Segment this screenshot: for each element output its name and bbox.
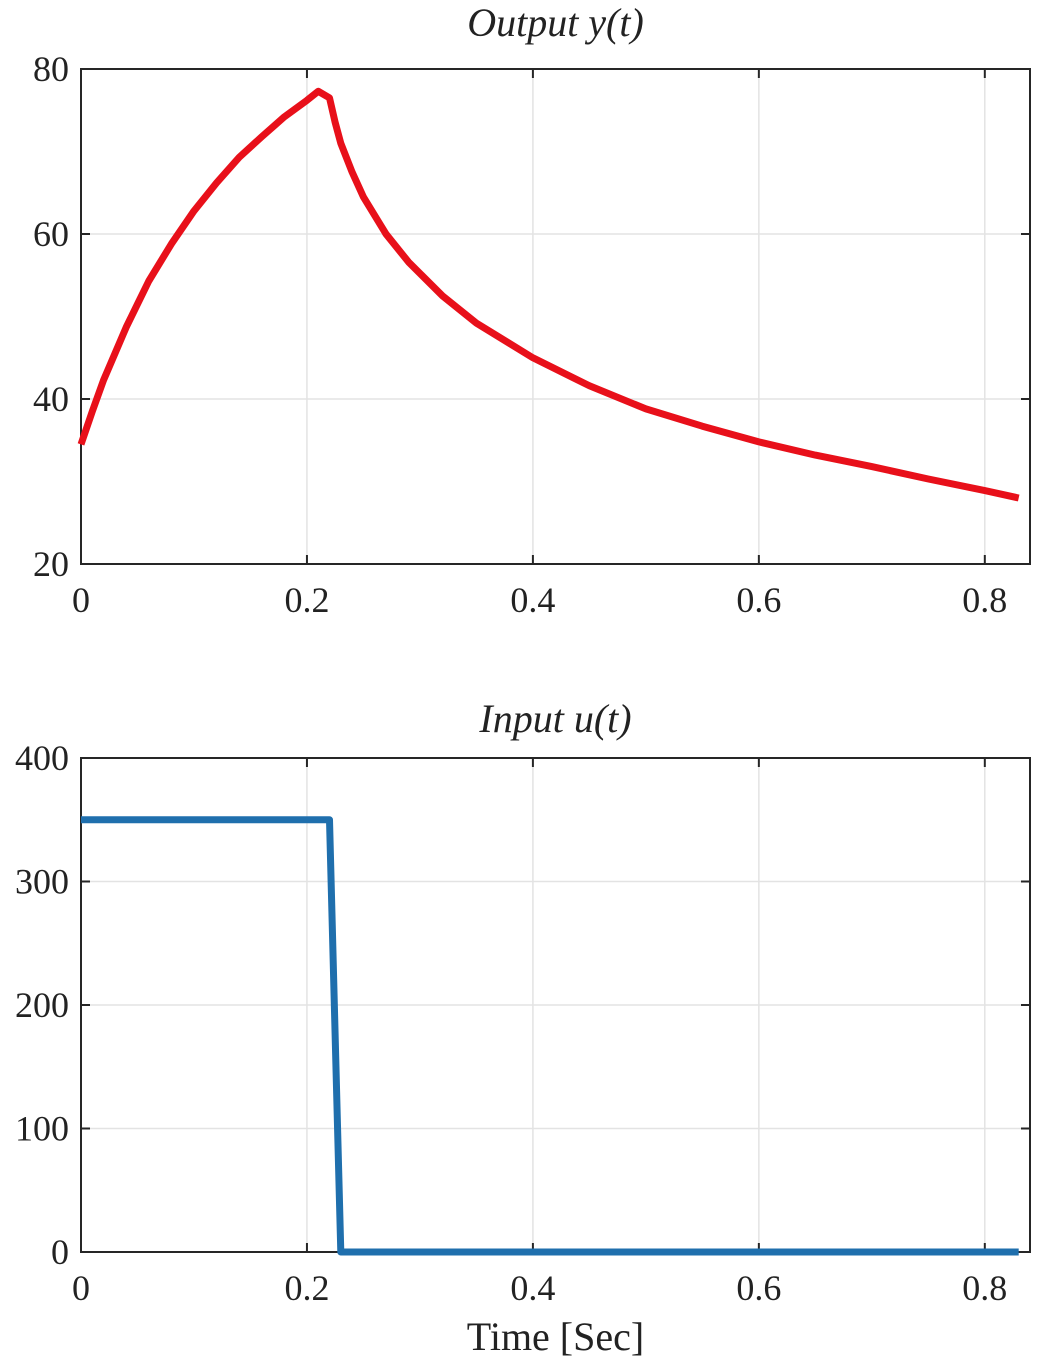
output-x-tick-label: 0.8 bbox=[962, 580, 1007, 620]
output-y-tick-label: 20 bbox=[33, 544, 69, 584]
input-x-tick-label: 0.2 bbox=[284, 1268, 329, 1308]
input-x-tick-label: 0.4 bbox=[510, 1268, 555, 1308]
output-plot-title: Output y(t) bbox=[467, 0, 644, 45]
input-plot-title: Input u(t) bbox=[478, 696, 631, 741]
input-y-tick-label: 0 bbox=[51, 1232, 69, 1272]
input-series-line bbox=[81, 816, 1019, 1256]
input-y-tick-label: 100 bbox=[15, 1109, 69, 1149]
output-axes-frame bbox=[80, 68, 1031, 565]
input-y-tick-label: 400 bbox=[15, 738, 69, 778]
output-x-tick-label: 0.2 bbox=[284, 580, 329, 620]
input-x-tick-label: 0 bbox=[72, 1268, 90, 1308]
output-x-tick-label: 0.4 bbox=[510, 580, 555, 620]
input-x-tick-label: 0.6 bbox=[736, 1268, 781, 1308]
output-x-tick-label: 0.6 bbox=[736, 580, 781, 620]
input-plot: 0 0.2 0.4 0.6 0.8 0 100 200 300 400 Input u(t) Time… bbox=[15, 696, 1031, 1359]
output-y-tick-label: 80 bbox=[33, 49, 69, 89]
output-y-tick-label: 60 bbox=[33, 214, 69, 254]
input-y-tick-label: 300 bbox=[15, 862, 69, 902]
output-x-tick-label: 0 bbox=[72, 580, 90, 620]
output-plot: 0 0.2 0.4 0.6 0.8 20 40 60 80 Output y(t) bbox=[33, 0, 1031, 620]
output-y-tick-label: 40 bbox=[33, 379, 69, 419]
input-y-tick-label: 200 bbox=[15, 985, 69, 1025]
output-series-line bbox=[77, 87, 1020, 502]
input-x-axis-label: Time [Sec] bbox=[467, 1314, 644, 1359]
input-x-tick-label: 0.8 bbox=[962, 1268, 1007, 1308]
